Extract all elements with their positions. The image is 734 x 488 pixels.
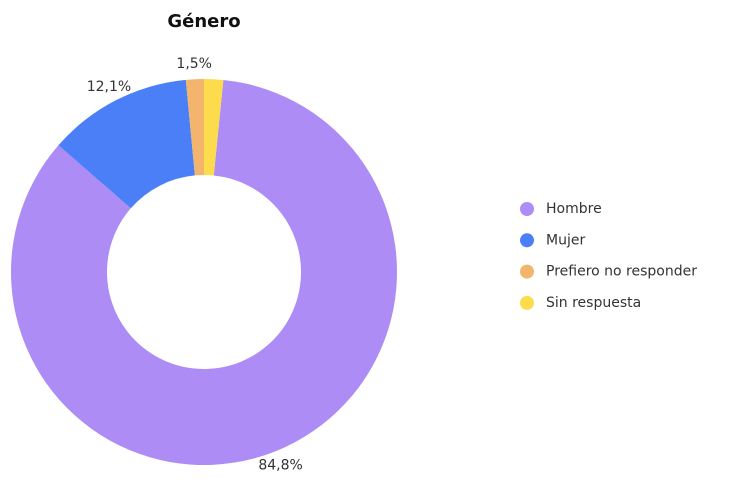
legend-swatch bbox=[520, 264, 534, 279]
data-label: 12,1% bbox=[87, 79, 131, 95]
donut-slice bbox=[10, 79, 398, 466]
donut-slice bbox=[185, 79, 204, 176]
donut-slice bbox=[204, 79, 224, 176]
legend-swatch bbox=[520, 233, 534, 248]
chart-title: Género bbox=[167, 11, 240, 32]
data-label: 1,5% bbox=[176, 56, 212, 72]
legend-swatch bbox=[520, 202, 534, 216]
legend-swatch bbox=[520, 295, 534, 310]
legend-label: Mujer bbox=[546, 232, 585, 248]
legend-label: Sin respuesta bbox=[546, 295, 641, 311]
legend-label: Hombre bbox=[546, 201, 602, 217]
donut-slice bbox=[58, 79, 195, 209]
legend-label: Prefiero no responder bbox=[546, 264, 697, 280]
data-label: 84,8% bbox=[258, 457, 302, 473]
